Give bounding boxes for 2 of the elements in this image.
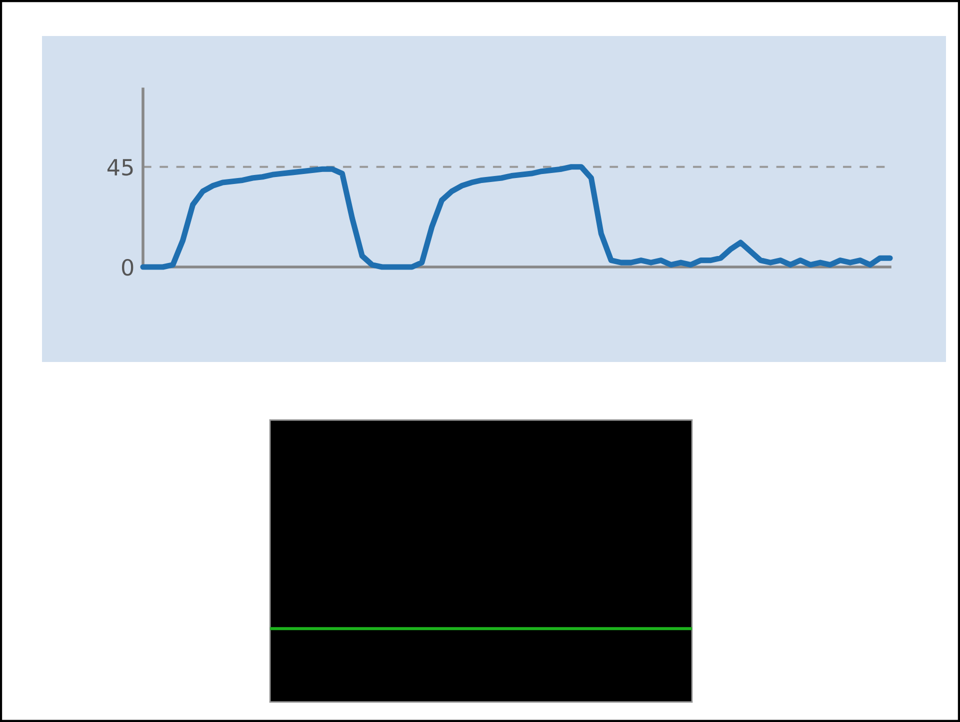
y-tick-label: 45 — [107, 159, 133, 176]
y-tick-label: 0 — [122, 258, 134, 276]
